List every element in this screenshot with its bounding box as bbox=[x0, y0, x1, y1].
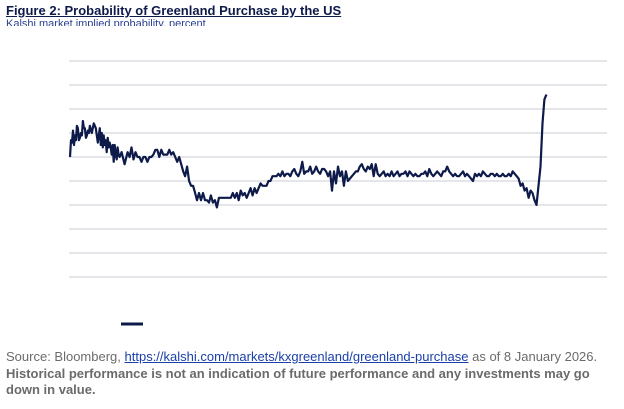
source-note: Source: Bloomberg, https://kalshi.com/ma… bbox=[6, 349, 611, 399]
gridlines bbox=[69, 60, 607, 278]
source-link[interactable]: https://kalshi.com/markets/kxgreenland/g… bbox=[124, 349, 469, 364]
chart-subtitle: Kalshi market implied probability, perce… bbox=[6, 18, 206, 26]
series-group bbox=[68, 94, 548, 209]
disclaimer-text: Historical performance is not an indicat… bbox=[6, 365, 590, 398]
source-suffix: as of 8 January 2026. bbox=[468, 349, 598, 364]
line-chart bbox=[68, 60, 607, 326]
source-prefix: Source: Bloomberg, bbox=[6, 349, 125, 364]
chart-title: Figure 2: Probability of Greenland Purch… bbox=[6, 3, 342, 18]
series-line bbox=[68, 94, 548, 209]
